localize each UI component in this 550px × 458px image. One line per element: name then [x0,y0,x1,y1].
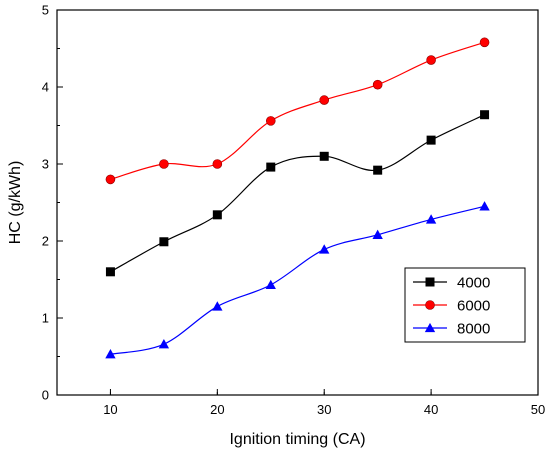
x-axis: 10 20 30 40 50 [103,389,545,417]
legend-label: 4000 [457,275,490,292]
data-point-8000 [212,301,223,311]
data-point-8000 [158,339,170,349]
legend-label: 6000 [457,298,490,315]
series-line-4000 [110,114,485,273]
legend-item-6000: 6000 [413,298,490,315]
data-point-8000 [372,229,383,239]
data-point-4000 [159,237,169,247]
data-point-4000 [480,110,490,120]
data-point-8000 [105,349,116,359]
legend-marker [425,277,435,287]
data-point-6000 [426,55,436,65]
series-4000 [105,110,490,277]
data-point-6000 [372,79,383,90]
x-tick-label: 40 [424,402,438,417]
data-point-6000 [265,116,276,126]
series-6000 [105,37,490,185]
y-axis-title: HC (g/kWh) [7,161,24,245]
data-point-4000 [426,135,436,145]
legend-item-8000: 8000 [413,321,490,338]
data-point-6000 [212,159,223,169]
data-point-6000 [479,37,490,48]
data-point-4000 [373,165,383,175]
legend-marker [424,322,436,333]
y-tick-label: 1 [42,311,49,326]
y-tick-label: 2 [42,234,49,249]
data-point-6000 [159,159,169,169]
y-tick-label: 5 [42,3,49,18]
series-line-8000 [110,205,485,355]
data-point-8000 [319,244,330,254]
x-tick-label: 10 [103,402,117,417]
data-point-4000 [266,162,276,172]
y-tick-label: 4 [42,80,49,95]
y-tick-label: 0 [42,388,49,403]
data-point-8000 [479,201,490,211]
data-point-4000 [105,267,115,277]
legend-item-4000: 4000 [413,275,490,292]
x-axis-title: Ignition timing (CA) [229,431,365,448]
legend-label: 8000 [457,321,490,338]
legend-marker [425,300,435,310]
y-axis: 0 1 2 3 4 5 [42,3,63,403]
data-point-6000 [105,174,116,185]
legend: 4000 6000 8000 [404,267,526,343]
x-tick-label: 20 [210,402,224,417]
data-point-8000 [425,214,437,224]
y-tick-label: 3 [42,157,49,172]
series-line-6000 [110,41,485,180]
x-tick-label: 50 [531,402,545,417]
series-8000 [105,201,490,359]
data-point-8000 [265,279,276,290]
data-point-4000 [212,210,222,220]
plot-content [105,37,490,359]
x-tick-label: 30 [317,402,331,417]
data-point-4000 [319,151,329,161]
data-point-6000 [319,95,330,105]
